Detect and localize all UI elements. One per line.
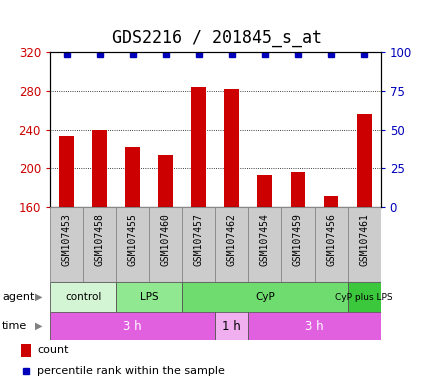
Bar: [50, 207, 83, 282]
Text: percentile rank within the sample: percentile rank within the sample: [37, 366, 224, 376]
Bar: [314, 207, 347, 282]
Text: GSM107461: GSM107461: [358, 213, 368, 266]
Text: GSM107456: GSM107456: [326, 213, 335, 266]
Bar: [257, 175, 272, 207]
Text: GSM107459: GSM107459: [293, 213, 302, 266]
Bar: [347, 207, 380, 282]
Text: GSM107460: GSM107460: [161, 213, 170, 266]
Bar: [347, 282, 380, 312]
Bar: [158, 155, 173, 207]
Bar: [182, 282, 347, 312]
Text: 1 h: 1 h: [222, 319, 241, 333]
Bar: [290, 172, 305, 207]
Text: agent: agent: [2, 292, 34, 302]
Text: GDS2216 / 201845_s_at: GDS2216 / 201845_s_at: [112, 29, 322, 47]
Bar: [248, 207, 281, 282]
Bar: [116, 282, 182, 312]
Text: GSM107453: GSM107453: [62, 213, 71, 266]
Text: CyP plus LPS: CyP plus LPS: [335, 293, 392, 302]
Bar: [248, 312, 380, 340]
Bar: [149, 207, 182, 282]
Bar: [191, 87, 206, 207]
Text: time: time: [2, 321, 27, 331]
Bar: [50, 312, 215, 340]
Bar: [59, 136, 74, 207]
Bar: [215, 207, 248, 282]
Text: LPS: LPS: [140, 292, 158, 302]
Bar: [356, 114, 371, 207]
Text: GSM107455: GSM107455: [128, 213, 137, 266]
Bar: [92, 130, 107, 207]
Text: control: control: [65, 292, 101, 302]
Text: ▶: ▶: [35, 321, 43, 331]
Bar: [224, 89, 239, 207]
Text: GSM107458: GSM107458: [95, 213, 104, 266]
Text: 3 h: 3 h: [123, 319, 141, 333]
Bar: [182, 207, 215, 282]
Bar: [116, 207, 149, 282]
Text: GSM107462: GSM107462: [227, 213, 236, 266]
Bar: [323, 195, 338, 207]
Text: ▶: ▶: [35, 292, 43, 302]
Bar: [215, 312, 248, 340]
Bar: [50, 282, 116, 312]
Text: GSM107457: GSM107457: [194, 213, 203, 266]
Text: 3 h: 3 h: [305, 319, 323, 333]
Bar: [281, 207, 314, 282]
Bar: [21, 344, 31, 357]
Bar: [125, 147, 140, 207]
Text: count: count: [37, 345, 69, 355]
Bar: [83, 207, 116, 282]
Text: GSM107454: GSM107454: [260, 213, 269, 266]
Text: CyP: CyP: [254, 292, 274, 302]
